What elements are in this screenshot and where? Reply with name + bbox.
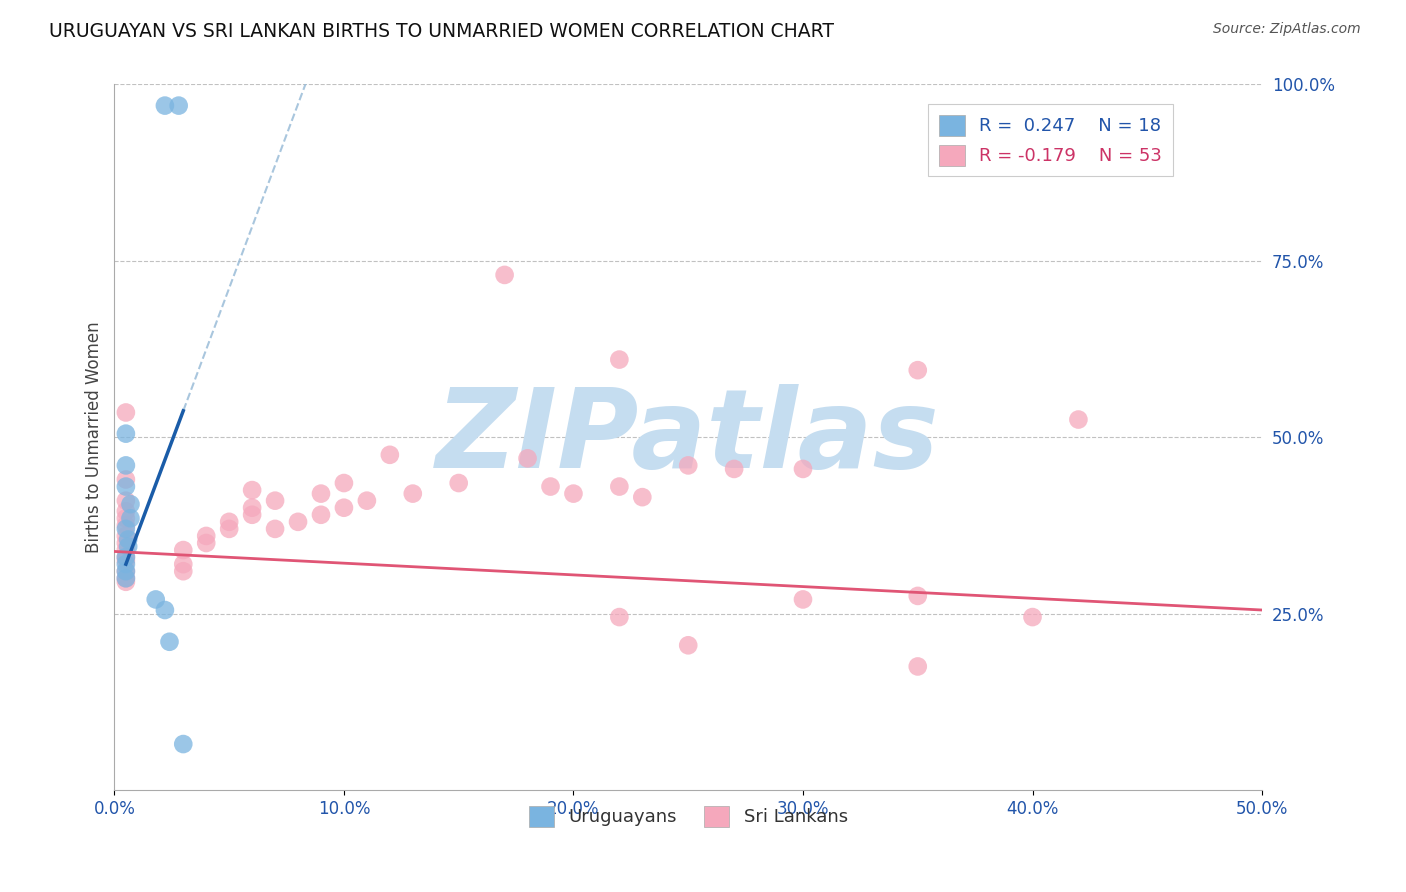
Point xyxy=(167,98,190,112)
Y-axis label: Births to Unmarried Women: Births to Unmarried Women xyxy=(86,321,103,553)
Point xyxy=(172,564,194,578)
Point xyxy=(676,638,699,652)
Point xyxy=(117,540,139,554)
Point xyxy=(609,610,631,624)
Point xyxy=(115,571,138,585)
Point xyxy=(264,493,287,508)
Point xyxy=(907,589,929,603)
Point xyxy=(115,473,138,487)
Point xyxy=(218,522,240,536)
Point xyxy=(723,462,745,476)
Point xyxy=(792,462,814,476)
Point xyxy=(172,737,194,751)
Text: ZIPatlas: ZIPatlas xyxy=(436,384,941,491)
Point xyxy=(172,543,194,558)
Point xyxy=(1021,610,1043,624)
Point xyxy=(676,458,699,473)
Point xyxy=(907,659,929,673)
Point xyxy=(115,479,138,493)
Point xyxy=(540,479,562,493)
Point xyxy=(218,515,240,529)
Point xyxy=(402,486,425,500)
Point xyxy=(792,592,814,607)
Point xyxy=(562,486,585,500)
Point xyxy=(172,557,194,571)
Point xyxy=(115,529,138,543)
Point xyxy=(115,426,138,441)
Point xyxy=(609,479,631,493)
Point xyxy=(115,511,138,525)
Point xyxy=(494,268,516,282)
Point xyxy=(240,483,263,497)
Point xyxy=(240,500,263,515)
Point xyxy=(115,564,138,578)
Point xyxy=(145,592,167,607)
Point xyxy=(907,363,929,377)
Legend: Uruguayans, Sri Lankans: Uruguayans, Sri Lankans xyxy=(522,798,855,834)
Point xyxy=(631,490,654,504)
Point xyxy=(153,603,176,617)
Point xyxy=(115,458,138,473)
Point xyxy=(609,352,631,367)
Point xyxy=(115,543,138,558)
Point xyxy=(1067,412,1090,426)
Point xyxy=(516,451,538,466)
Text: URUGUAYAN VS SRI LANKAN BIRTHS TO UNMARRIED WOMEN CORRELATION CHART: URUGUAYAN VS SRI LANKAN BIRTHS TO UNMARR… xyxy=(49,22,834,41)
Point xyxy=(115,504,138,518)
Point xyxy=(356,493,378,508)
Point xyxy=(153,98,176,112)
Point xyxy=(120,497,142,511)
Point xyxy=(115,557,138,571)
Text: Source: ZipAtlas.com: Source: ZipAtlas.com xyxy=(1213,22,1361,37)
Point xyxy=(159,634,181,648)
Point xyxy=(115,574,138,589)
Point xyxy=(115,493,138,508)
Point xyxy=(195,529,218,543)
Point xyxy=(115,522,138,536)
Point xyxy=(264,522,287,536)
Point xyxy=(333,500,356,515)
Point xyxy=(115,571,138,585)
Point xyxy=(115,550,138,565)
Point xyxy=(195,536,218,550)
Point xyxy=(378,448,401,462)
Point xyxy=(333,476,356,491)
Point xyxy=(115,518,138,533)
Point xyxy=(115,554,138,568)
Point xyxy=(309,486,332,500)
Point xyxy=(120,511,142,525)
Point xyxy=(240,508,263,522)
Point xyxy=(115,536,138,550)
Point xyxy=(115,405,138,419)
Point xyxy=(115,550,138,565)
Point xyxy=(287,515,309,529)
Point xyxy=(309,508,332,522)
Point xyxy=(447,476,470,491)
Point xyxy=(117,533,139,547)
Point xyxy=(115,564,138,578)
